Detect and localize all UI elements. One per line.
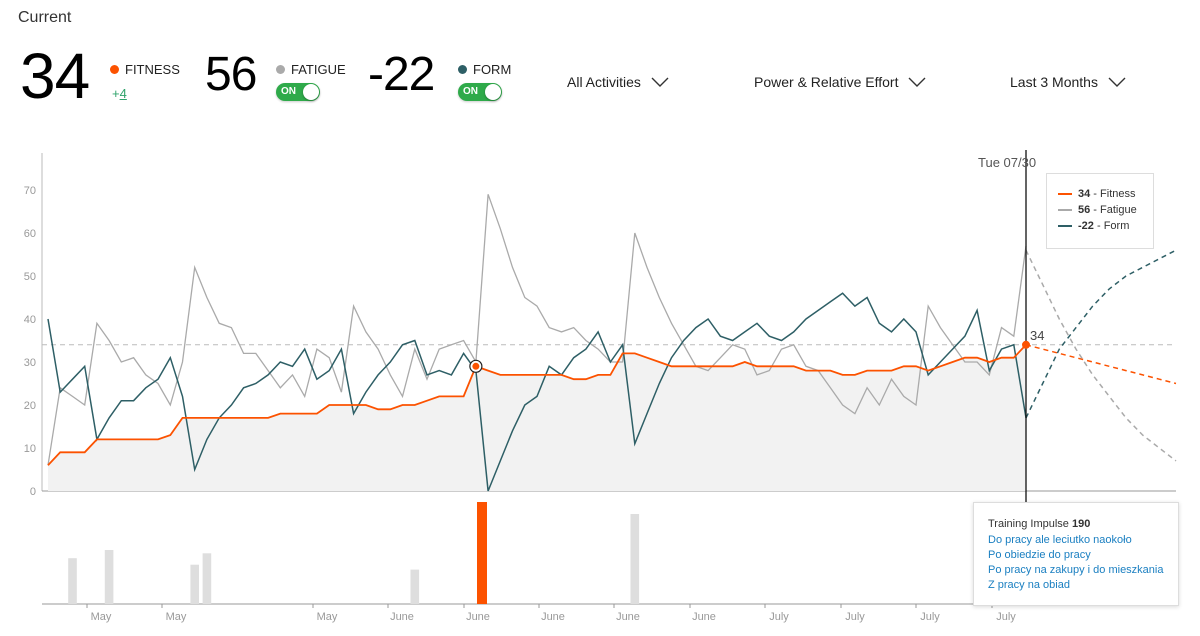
effort-dropdown[interactable]: Power & Relative Effort bbox=[754, 74, 926, 90]
activity-link[interactable]: Po obiedzie do pracy bbox=[988, 549, 1091, 561]
form-label-text: FORM bbox=[473, 62, 512, 77]
legend-name: Fitness bbox=[1100, 188, 1136, 200]
legend-value: -22 bbox=[1078, 220, 1094, 232]
y-tick-label: 30 bbox=[24, 357, 36, 369]
fitness-projection-line bbox=[1025, 344, 1177, 385]
legend-name: Form bbox=[1103, 220, 1130, 232]
fatigue-toggle[interactable]: ON bbox=[276, 83, 320, 101]
fatigue-toggle-knob bbox=[303, 84, 319, 100]
training-impulse-tooltip: Training Impulse 190 Do pracy ale leciut… bbox=[973, 502, 1179, 606]
x-tick-label: June bbox=[692, 611, 716, 623]
fatigue-projection-line bbox=[1025, 249, 1177, 462]
legend-item-fatigue: 56 - Fatigue bbox=[1058, 204, 1137, 216]
selected-fitness-label: 34 bbox=[1030, 328, 1045, 343]
fitness-delta-value[interactable]: 4 bbox=[119, 86, 127, 101]
fatigue-label: FATIGUE bbox=[276, 62, 346, 77]
range-dropdown-label: Last 3 Months bbox=[1010, 74, 1098, 90]
selected-point-marker bbox=[1022, 340, 1030, 349]
form-dot-icon bbox=[458, 65, 467, 74]
form-label: FORM bbox=[458, 62, 511, 77]
x-tick-label: June bbox=[466, 611, 490, 623]
fitness-label-text: FITNESS bbox=[125, 62, 180, 77]
x-tick-label: June bbox=[541, 611, 565, 623]
chevron-down-icon bbox=[908, 77, 926, 87]
chevron-down-icon bbox=[1108, 77, 1126, 87]
form-toggle-label: ON bbox=[463, 86, 478, 97]
impulse-bar bbox=[630, 514, 640, 604]
chevron-down-icon bbox=[651, 77, 669, 87]
x-tick-label: July bbox=[996, 611, 1016, 623]
activity-link[interactable]: Po pracy na zakupy i do mieszkania bbox=[988, 564, 1164, 576]
tooltip-label: Training Impulse bbox=[988, 518, 1069, 530]
x-tick-label: July bbox=[920, 611, 940, 623]
legend-value: 34 bbox=[1078, 188, 1091, 200]
tooltip-title: Training Impulse 190 bbox=[988, 518, 1090, 530]
form-series-line bbox=[47, 292, 1027, 492]
fitness-value: 34 bbox=[20, 40, 90, 112]
selected-date: Tue 07/30 bbox=[978, 155, 1037, 170]
form-projection-line bbox=[1025, 249, 1177, 419]
fitness-delta[interactable]: +4 bbox=[112, 86, 127, 101]
x-tick-label: June bbox=[616, 611, 640, 623]
legend-item-form: -22 - Form bbox=[1058, 220, 1129, 232]
impulse-bar bbox=[410, 569, 420, 604]
fatigue-label-text: FATIGUE bbox=[291, 62, 346, 77]
page-title: Current bbox=[18, 9, 72, 26]
fatigue-series-line bbox=[47, 194, 1027, 466]
x-tick-label: July bbox=[845, 611, 865, 623]
x-tick-label: June bbox=[390, 611, 414, 623]
fitness-area bbox=[48, 344, 1026, 491]
y-tick-label: 70 bbox=[24, 185, 36, 197]
fitness-series-line bbox=[47, 344, 1027, 466]
fatigue-value: 56 bbox=[205, 48, 257, 101]
impulse-bar bbox=[190, 564, 199, 604]
legend-item-fitness: 34 - Fitness bbox=[1058, 188, 1136, 200]
activity-link[interactable]: Do pracy ale leciutko naokoło bbox=[988, 534, 1132, 546]
fatigue-toggle-label: ON bbox=[281, 86, 296, 97]
highlight-marker-dot bbox=[472, 362, 480, 370]
tooltip-value: 190 bbox=[1071, 518, 1091, 530]
x-tick-label: May bbox=[91, 611, 112, 623]
impulse-bar bbox=[68, 558, 77, 604]
x-tick-label: July bbox=[769, 611, 789, 623]
form-toggle[interactable]: ON bbox=[458, 83, 502, 101]
fitness-label: FITNESS bbox=[110, 62, 180, 77]
y-tick-label: 40 bbox=[24, 314, 36, 326]
legend-value: 56 bbox=[1078, 204, 1091, 216]
fitness-delta-prefix: + bbox=[112, 86, 120, 101]
form-toggle-knob bbox=[485, 84, 501, 100]
legend-swatch bbox=[1058, 193, 1072, 195]
legend-swatch bbox=[1058, 225, 1072, 227]
x-tick-label: May bbox=[317, 611, 338, 623]
impulse-bar bbox=[104, 550, 114, 604]
y-tick-label: 0 bbox=[30, 486, 36, 498]
legend-swatch bbox=[1058, 209, 1072, 211]
effort-dropdown-label: Power & Relative Effort bbox=[754, 74, 899, 90]
y-tick-label: 50 bbox=[24, 271, 36, 283]
activities-dropdown[interactable]: All Activities bbox=[567, 74, 669, 90]
activity-link[interactable]: Z pracy na obiad bbox=[988, 579, 1070, 591]
form-value: -22 bbox=[368, 48, 435, 101]
y-tick-label: 20 bbox=[24, 400, 36, 412]
fitness-dot-icon bbox=[110, 65, 119, 74]
x-tick-label: May bbox=[166, 611, 187, 623]
selected-impulse-bar bbox=[477, 502, 487, 604]
y-tick-label: 10 bbox=[24, 443, 36, 455]
impulse-bar bbox=[202, 553, 212, 604]
chart-legend: 34 - Fitness 56 - Fatigue -22 - Form bbox=[1046, 173, 1154, 249]
range-dropdown[interactable]: Last 3 Months bbox=[1010, 74, 1126, 90]
activities-dropdown-label: All Activities bbox=[567, 74, 641, 90]
legend-name: Fatigue bbox=[1100, 204, 1137, 216]
fatigue-dot-icon bbox=[276, 65, 285, 74]
y-tick-label: 60 bbox=[24, 228, 36, 240]
